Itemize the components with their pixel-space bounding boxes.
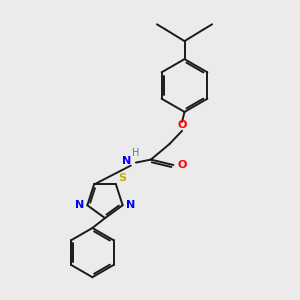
Text: O: O [177,120,187,130]
Text: N: N [126,200,135,210]
Text: S: S [118,173,126,183]
Text: O: O [178,160,187,170]
Text: N: N [122,156,132,167]
Text: N: N [75,200,84,210]
Text: H: H [132,148,140,158]
